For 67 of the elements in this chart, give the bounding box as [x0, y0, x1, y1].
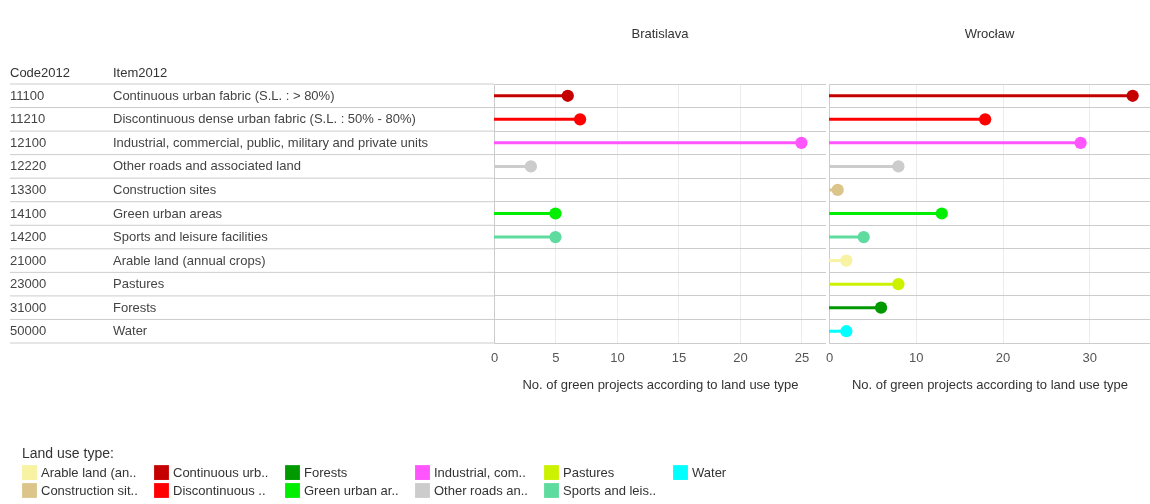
text: 12100 [10, 134, 47, 150]
x-tick-label: 15 [671, 349, 687, 365]
legend-title: Land use type: [22, 445, 114, 461]
chart-title: Wrocław [964, 26, 1015, 41]
legend-label: Continuous urb.. [173, 464, 269, 480]
point [1074, 136, 1087, 149]
x-tick-label: 30 [1082, 349, 1097, 365]
point [561, 89, 574, 102]
legend-label: Industrial, com.. [434, 464, 526, 480]
x-tick-label: 0 [490, 349, 499, 365]
legend-label: Other roads an.. [434, 482, 528, 498]
legend-label: Construction sit.. [41, 482, 138, 498]
text: 11100 [10, 87, 45, 103]
x-tick-label: 20 [733, 349, 748, 365]
point [573, 113, 587, 126]
point [795, 136, 808, 149]
y-tick-label: Green urban areas [113, 205, 223, 221]
legend-label: Forests [304, 464, 348, 480]
text: 14200 [10, 229, 47, 245]
text: 50000 [10, 323, 47, 339]
x-tick-label: 20 [995, 349, 1011, 365]
point [524, 160, 538, 173]
y-tick-label: Other roads and associated land [113, 158, 301, 174]
legend-label: Discontinuous .. [173, 482, 266, 498]
x-tick-label: 5 [552, 349, 560, 365]
y-tick-label: Sports and leisure facilities [113, 229, 269, 245]
point [840, 254, 853, 267]
y-tick-label: Discontinuous dense urban fabric (S.L. : 50% - 80%) [113, 111, 416, 127]
text: 11210 [10, 111, 46, 127]
point [831, 183, 844, 197]
point [1126, 89, 1139, 102]
y-tick-label: Forests [113, 299, 157, 315]
point [892, 278, 905, 291]
x-tick-label: 10 [909, 349, 924, 365]
legend-label: Sports and leis.. [563, 482, 657, 498]
y-tick-label: Continuous urban fabric (S.L. : > 80%) [113, 87, 335, 103]
y-tick-label: Construction sites [113, 181, 217, 197]
legend-label: Arable land (an.. [41, 464, 137, 480]
point [935, 207, 948, 220]
point [857, 230, 870, 244]
x-tick-label: 25 [794, 349, 810, 365]
y-tick-label: Water [113, 323, 148, 339]
point [840, 325, 853, 338]
x-tick-label: 0 [825, 349, 834, 365]
x-axis-title: No. of green projects according to land use type [851, 376, 1129, 392]
point [874, 301, 888, 314]
text: Code2012 [10, 65, 70, 80]
y-axis-title: Item2012 [113, 65, 168, 80]
text: 21000 [10, 252, 47, 268]
text: 23000 [10, 276, 47, 292]
y-tick-label: Industrial, commercial, public, military and private units [113, 134, 429, 150]
point [979, 113, 992, 126]
y-tick-label: Pastures [113, 276, 165, 292]
legend-label: Green urban ar.. [304, 482, 399, 498]
legend-label: Water [692, 464, 727, 480]
point [549, 207, 562, 220]
chart-title: Bratislava [631, 26, 690, 41]
point [892, 160, 905, 173]
text: 31000 [10, 299, 47, 315]
x-tick-label: 10 [610, 349, 625, 365]
x-axis-title: No. of green projects according to land use type [522, 376, 799, 392]
legend-label: Pastures [563, 464, 615, 480]
text: 13300 [10, 181, 47, 197]
text: 14100 [10, 205, 47, 221]
text: 12220 [10, 158, 47, 174]
point [549, 230, 562, 244]
y-tick-label: Arable land (annual crops) [113, 252, 266, 268]
